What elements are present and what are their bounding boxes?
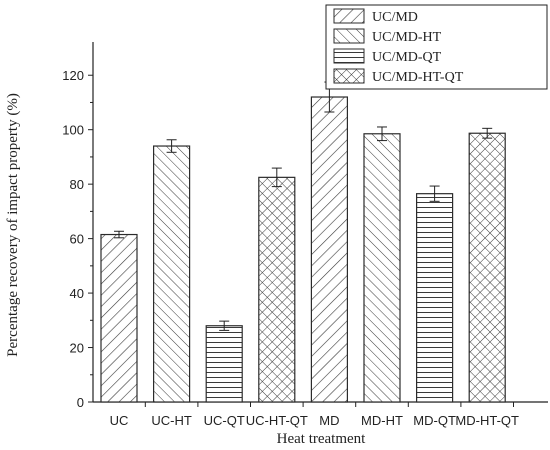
x-tick-label: MD [319,413,339,428]
legend-swatch [333,28,365,44]
bar-uc-ht-qt [258,176,296,403]
bar-uc-qt [205,325,243,403]
bar-md-ht [363,133,401,403]
x-tick-label: MD-HT-QT [455,413,519,428]
y-tick-label: 0 [77,395,84,410]
bar-md [310,96,348,403]
x-tick-label: UC-QT [204,413,245,428]
bar-md-qt [416,193,454,403]
legend-label: UC/MD-HT-QT [372,70,464,85]
bar-uc-ht [153,145,191,403]
x-tick-label: MD-HT [361,413,403,428]
legend-label: UC/MD-HT [372,30,442,45]
y-tick-label: 100 [62,123,84,138]
legend-swatch [333,8,365,24]
x-axis-label: Heat treatment [277,431,367,447]
y-axis-label: Percentage recovery of impact property (… [5,93,21,357]
legend: UC/MD UC/MD-HT UC/MD-QT UC/MD-HT-QT [325,4,548,90]
y-tick-label: 80 [70,177,84,192]
x-tick-label: UC [110,413,129,428]
x-tick-label: UC-HT-QT [246,413,308,428]
y-tick-label: 60 [70,232,84,247]
y-tick-label: 120 [62,68,84,83]
legend-swatch [333,48,365,64]
legend-label: UC/MD-QT [372,50,442,65]
error-bars [114,81,493,331]
bars [100,96,506,403]
x-axis: UC UC-HT UC-QT UC-HT-QT MD MD-HT MD-QT MD-HT-QT [110,402,519,428]
y-axis: 0 20 40 60 80 100 120 [62,68,93,410]
legend-swatch [333,68,365,84]
x-tick-label: MD-QT [413,413,456,428]
x-tick-label: UC-HT [151,413,191,428]
bar-uc [100,233,138,403]
y-tick-label: 20 [70,341,84,356]
bar-md-ht-qt [468,132,506,403]
y-tick-label: 40 [70,286,84,301]
legend-label: UC/MD [372,10,418,25]
